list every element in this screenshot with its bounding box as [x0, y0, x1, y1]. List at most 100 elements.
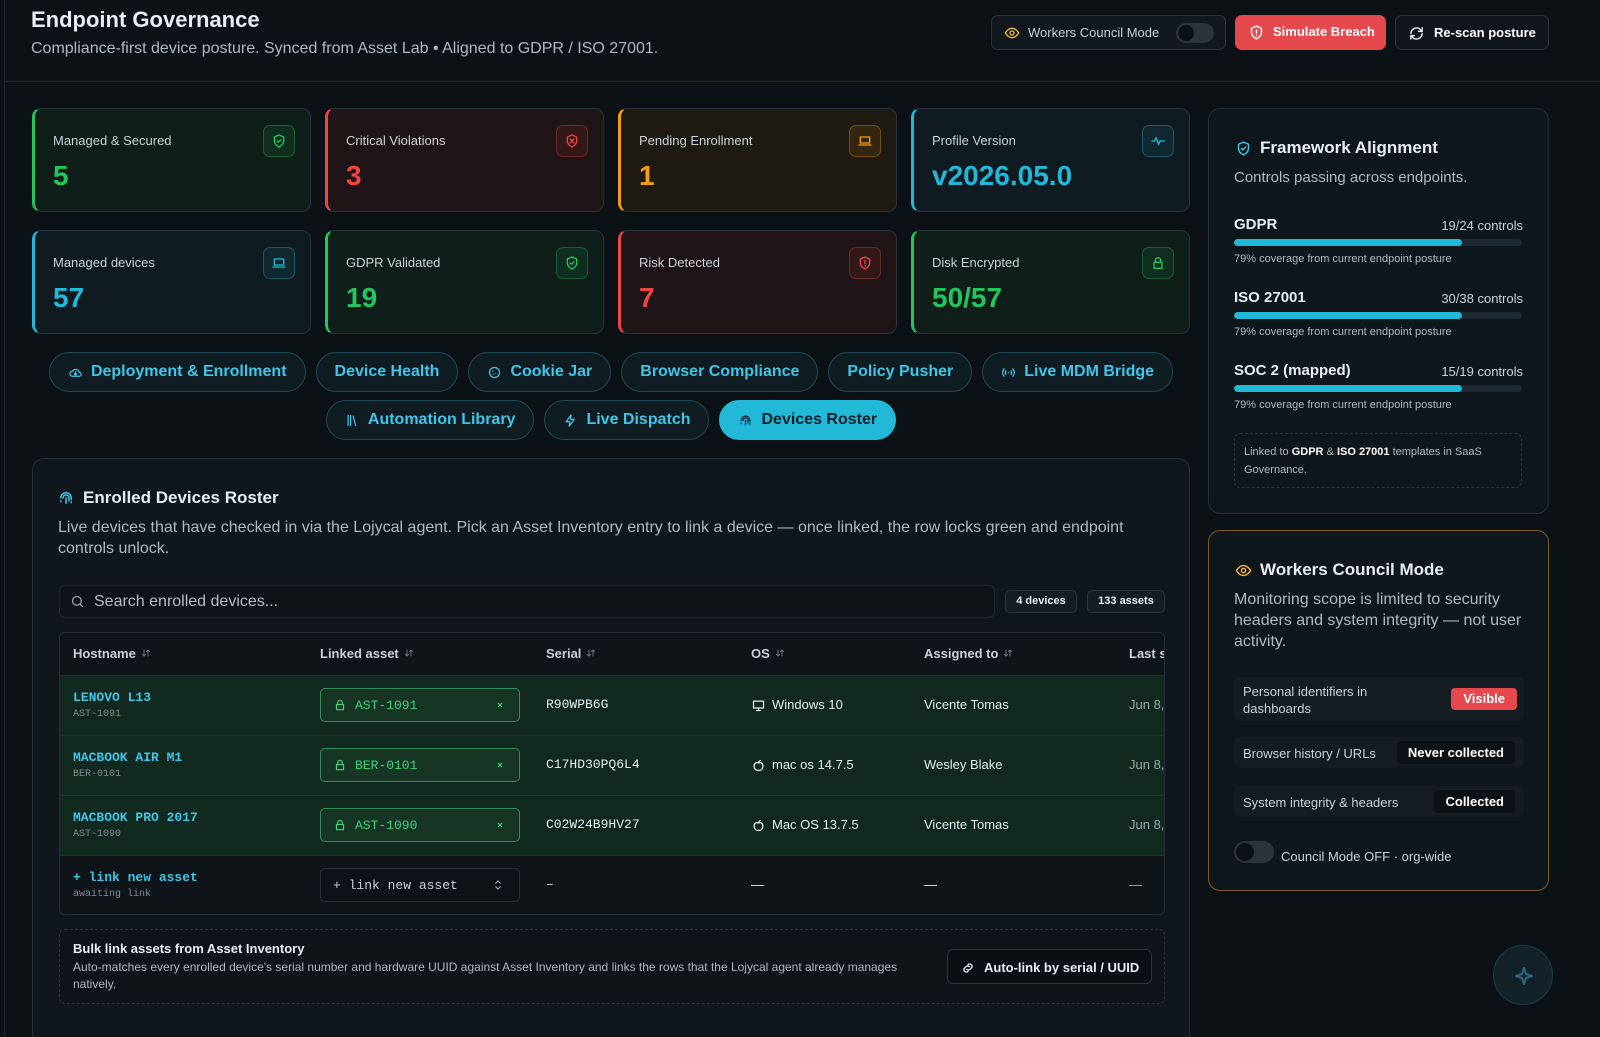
panel-description: Monitoring scope is limited to security … [1234, 591, 1522, 650]
auto-link-button[interactable]: Auto-link by serial / UUID [947, 949, 1152, 984]
column-header[interactable]: OS [751, 646, 786, 661]
scope-label: Browser history / URLs [1243, 746, 1376, 761]
icon-shape [1153, 257, 1163, 269]
stat-value: 57 [53, 282, 85, 313]
icon-shape [1250, 25, 1263, 40]
column-header[interactable]: Last s [1129, 646, 1165, 661]
column-header[interactable]: Assigned to [924, 646, 1014, 661]
stat-value: 50/57 [932, 282, 1003, 313]
stat-icon-box [263, 247, 295, 279]
tab-label: Live Dispatch [586, 411, 691, 428]
tab[interactable]: Device Health [315, 352, 459, 392]
icon-shape [1515, 967, 1533, 985]
icon [489, 366, 501, 378]
icon-shape [565, 413, 576, 427]
scope-row: Browser history / URLs Never collected [1234, 737, 1524, 768]
tab-label: Cookie Jar [510, 363, 593, 380]
icon-shape [497, 762, 503, 768]
icon-shape [404, 649, 413, 657]
assigned-to: — [924, 877, 937, 892]
stat-value: 7 [639, 282, 655, 313]
icon [1237, 141, 1250, 156]
scope-status: Collected [1434, 790, 1515, 813]
page-subtitle: Compliance-first device posture. Synced … [31, 40, 659, 57]
icon [1004, 649, 1013, 657]
icon [1004, 27, 1020, 39]
linked-asset: + link new asset [333, 878, 458, 893]
table-row: LENOVO L13 AST-1091 AST-1091 R90WPB6G Window… [60, 675, 1164, 735]
stat-card: Profile Version v2026.05.0 [911, 108, 1190, 212]
assigned-to: Wesley Blake [924, 757, 1003, 772]
rescan-button[interactable]: Re-scan posture [1395, 15, 1549, 50]
stat-card: Risk Detected 7 [618, 230, 897, 334]
assistant-button[interactable] [1493, 945, 1553, 1005]
column-header[interactable]: Linked asset [320, 646, 415, 661]
search-input[interactable]: Search enrolled devices... [59, 585, 995, 618]
linked-asset-pill[interactable]: AST-1090 [320, 808, 520, 842]
os: — [751, 877, 764, 892]
framework-name: ISO 27001 [1234, 289, 1306, 306]
panel-title: Workers Council Mode [1260, 560, 1444, 579]
framework-name: SOC 2 (mapped) [1234, 362, 1351, 379]
workers-council-toggle-button[interactable]: Workers Council Mode [991, 15, 1226, 50]
tab[interactable]: Devices Roster [719, 400, 897, 440]
icon-shape [497, 702, 503, 708]
scope-row: Personal identifiers in dashboards Visibl… [1234, 677, 1524, 721]
icon [1515, 967, 1533, 985]
linked-asset-pill[interactable]: AST-1091 [320, 688, 520, 722]
tab-label: Device Health [334, 363, 440, 380]
icon [775, 649, 784, 657]
tab[interactable]: Live MDM Bridge [982, 352, 1174, 392]
stat-label: Risk Detected [639, 255, 720, 270]
bulk-title: Bulk link assets from Asset Inventory [73, 941, 305, 956]
icon [335, 699, 345, 711]
icon [753, 819, 764, 832]
bulk-link-box: Bulk link assets from Asset Inventory Aut… [59, 929, 1165, 1004]
icon-shape [566, 256, 578, 270]
stat-icon-box [849, 125, 881, 157]
framework-controls: 15/19 controls [1441, 364, 1523, 379]
icon [69, 368, 82, 377]
icon-shape [1004, 27, 1020, 39]
button-label: Simulate Breach [1273, 24, 1375, 39]
icon-shape [859, 256, 871, 270]
tab[interactable]: Live Dispatch [544, 400, 710, 440]
bulk-description: Auto-matches every enrolled device's ser… [73, 960, 898, 991]
icon [587, 649, 596, 657]
tab[interactable]: Deployment & Enrollment [48, 352, 306, 392]
linked-asset-pill[interactable]: BER-0101 [320, 748, 520, 782]
os: Windows 10 [772, 697, 843, 712]
button-label: Workers Council Mode [1028, 25, 1160, 40]
assigned-to: Vicente Tomas [924, 817, 1009, 832]
icon [335, 819, 345, 831]
icon-shape [141, 649, 150, 657]
tab[interactable]: Automation Library [325, 400, 535, 440]
column-header[interactable]: Serial [546, 646, 597, 661]
tab[interactable]: Policy Pusher [828, 352, 973, 392]
button-label: Re-scan posture [1434, 25, 1536, 40]
table-row: MACBOOK AIR M1 BER-0101 BER-0101 C17HD30PQ6… [60, 735, 1164, 795]
assigned-to: Vicente Tomas [924, 697, 1009, 712]
stat-label: Managed devices [53, 255, 155, 270]
column-header[interactable]: Hostname [73, 646, 152, 661]
stat-card: Disk Encrypted 50/57 [911, 230, 1190, 334]
linked-asset: AST-1090 [355, 818, 418, 833]
icon [752, 700, 765, 712]
roster-title: Enrolled Devices Roster [83, 488, 279, 507]
stat-label: Pending Enrollment [639, 133, 753, 148]
last-seen: — [1129, 877, 1142, 892]
icon [740, 415, 751, 425]
scope-status: Never collected [1396, 741, 1515, 764]
link-asset-select[interactable]: + link new asset [320, 868, 520, 902]
simulate-breach-button[interactable]: Simulate Breach [1235, 15, 1386, 50]
count-badge: 4 devices [1005, 590, 1077, 613]
toggle-knob [1178, 25, 1194, 41]
tab[interactable]: Browser Compliance [621, 352, 819, 392]
tab[interactable]: Cookie Jar [468, 352, 612, 392]
icon [495, 880, 501, 890]
icon-shape [1151, 137, 1165, 145]
icon [753, 759, 764, 772]
stat-card: Pending Enrollment 1 [618, 108, 897, 212]
icon [60, 492, 72, 504]
icon-shape [752, 700, 765, 712]
